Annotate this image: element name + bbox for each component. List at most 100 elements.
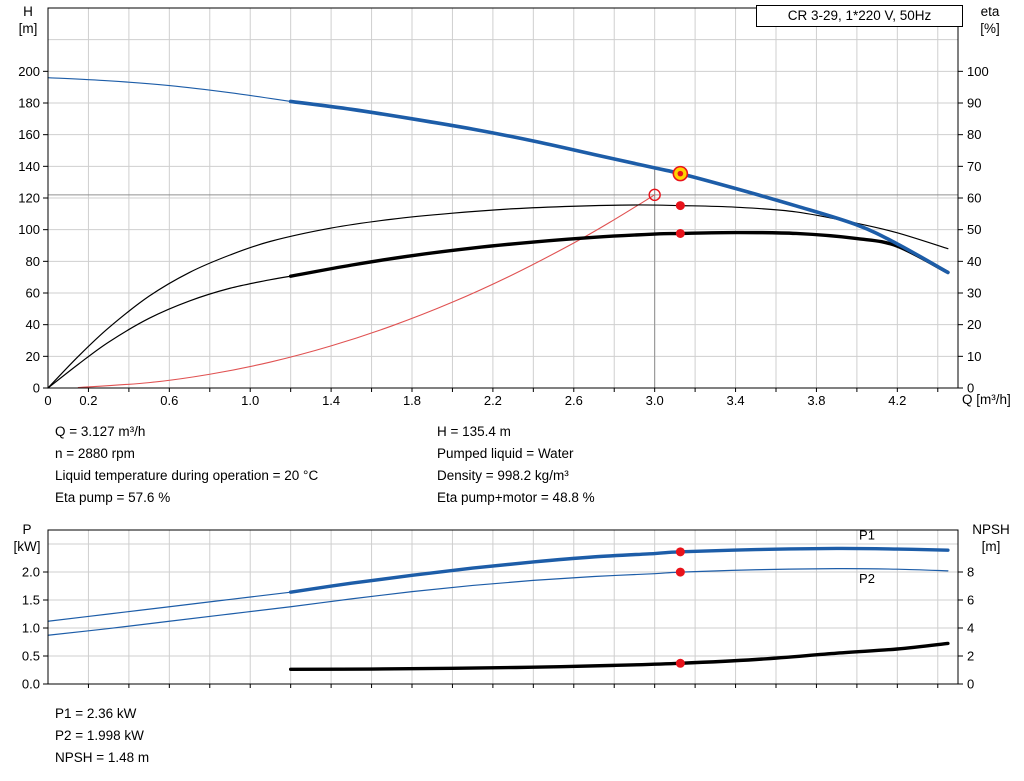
system-curve	[77, 194, 656, 389]
readout-eta-pump-motor: Eta pump+motor = 48.8 %	[437, 490, 595, 505]
curve-label-p1: P1	[859, 528, 875, 543]
x-tick-label: 0	[44, 393, 51, 408]
right-tick-label: 50	[967, 222, 981, 237]
p1-curve	[288, 546, 950, 594]
q-axis-title-text: Q [m³/h]	[962, 392, 1011, 407]
right-tick-label: 0	[967, 381, 974, 396]
right-tick-label: 6	[967, 593, 974, 608]
npsh-axis-title-unit: [m]	[981, 539, 1001, 554]
x-tick-label: 0.2	[79, 393, 97, 408]
readout-p2: P2 = 1.998 kW	[55, 728, 144, 743]
readout-density: Density = 998.2 kg/m³	[437, 468, 569, 483]
pump-title-box: CR 3-29, 1*220 V, 50Hz	[756, 5, 963, 27]
readout-flow: Q = 3.127 m³/h	[55, 424, 146, 439]
q-axis-title: Q [m³/h]	[962, 391, 1024, 408]
right-tick-label: 10	[967, 349, 981, 364]
p1-curve-min-flow	[47, 591, 292, 622]
x-tick-label: 3.0	[646, 393, 664, 408]
readout-speed: n = 2880 rpm	[55, 446, 135, 461]
left-tick-label: 20	[26, 349, 40, 364]
left-tick-label: 100	[18, 222, 40, 237]
left-tick-label: 0.5	[22, 649, 40, 664]
duty-readout-right: H = 135.4 m Pumped liquid = Water Densit…	[437, 421, 595, 509]
right-tick-label: 0	[967, 677, 974, 692]
x-tick-label: 4.2	[888, 393, 906, 408]
npsh-axis-title: NPSH [m]	[960, 521, 1022, 555]
right-tick-label: 90	[967, 96, 981, 111]
right-tick-label: 60	[967, 191, 981, 206]
npsh-curve	[288, 641, 950, 671]
axis-ticks	[43, 571, 963, 688]
power-readout: P1 = 2.36 kW P2 = 1.998 kW NPSH = 1.48 m	[55, 703, 149, 769]
eta-axis-title-symbol: eta	[980, 4, 1000, 19]
readout-npsh: NPSH = 1.48 m	[55, 750, 150, 765]
left-tick-label: 0	[33, 381, 40, 396]
x-tick-label: 1.4	[322, 393, 340, 408]
axis-ticks	[43, 70, 963, 392]
h-axis-title-unit: [m]	[18, 21, 38, 36]
h-axis-title-symbol: H	[23, 4, 33, 19]
npsh-point	[675, 658, 685, 668]
eta-pump-motor-curve-min-flow	[47, 275, 292, 389]
right-tick-label: 30	[967, 286, 981, 301]
right-tick-label: 80	[967, 127, 981, 142]
left-tick-label: 1.0	[22, 621, 40, 636]
p2-point	[675, 567, 685, 577]
left-tick-label: 180	[18, 96, 40, 111]
grid-lines	[48, 530, 958, 684]
right-tick-label: 4	[967, 621, 974, 636]
eta-axis-title-unit: [%]	[980, 21, 1000, 36]
right-tick-label: 8	[967, 565, 974, 580]
left-tick-label: 120	[18, 191, 40, 206]
readout-head: H = 135.4 m	[437, 424, 511, 439]
plot-frame	[47, 529, 959, 685]
operating-point-center	[677, 170, 684, 177]
eta-pump-point	[675, 201, 685, 211]
eta-pump-motor-point	[675, 228, 685, 238]
left-tick-label: 80	[26, 254, 40, 269]
right-tick-label: 70	[967, 159, 981, 174]
readout-eta-pump: Eta pump = 57.6 %	[55, 490, 171, 505]
x-tick-label: 3.4	[727, 393, 745, 408]
eta-pump-curve	[47, 204, 949, 389]
readout-pumped-liquid: Pumped liquid = Water	[437, 446, 574, 461]
left-tick-label: 0.0	[22, 677, 40, 692]
p-axis-title: P [kW]	[4, 521, 50, 555]
right-tick-label: 40	[967, 254, 981, 269]
grid-lines	[48, 8, 958, 388]
x-tick-label: 1.8	[403, 393, 421, 408]
curve-label-p2: P2	[859, 571, 875, 586]
eta-axis-title: eta [%]	[966, 3, 1014, 37]
npsh-axis-title-symbol: NPSH	[972, 522, 1010, 537]
x-tick-label: 2.2	[484, 393, 502, 408]
left-tick-label: 60	[26, 286, 40, 301]
right-tick-label: 2	[967, 649, 974, 664]
qh-curve-min-flow	[47, 77, 292, 103]
x-tick-label: 3.8	[807, 393, 825, 408]
duty-readout-left: Q = 3.127 m³/h n = 2880 rpm Liquid tempe…	[55, 421, 318, 509]
left-tick-label: 1.5	[22, 593, 40, 608]
p1-point	[675, 547, 685, 557]
p2-curve	[47, 568, 949, 636]
qh-chart[interactable]: 0 20 40 60 80 100 120 140 160 180 200 0 10 20 30 40 50 60…	[0, 0, 1024, 412]
right-tick-label: 20	[967, 317, 981, 332]
p-axis-title-symbol: P	[22, 522, 32, 537]
x-tick-label: 1.0	[241, 393, 259, 408]
requested-duty-point	[648, 188, 661, 202]
qh-curve	[288, 99, 950, 275]
readout-p1: P1 = 2.36 kW	[55, 706, 137, 721]
left-tick-label: 160	[18, 127, 40, 142]
readout-liquid-temperature: Liquid temperature during operation = 20…	[55, 468, 319, 483]
x-tick-label: 2.6	[565, 393, 583, 408]
power-npsh-chart[interactable]: 0.0 0.5 1.0 1.5 2.0 0 2 4 6 8 P1 P2	[0, 518, 1024, 708]
left-tick-label: 200	[18, 64, 40, 79]
p-axis-title-unit: [kW]	[13, 539, 41, 554]
left-tick-label: 140	[18, 159, 40, 174]
eta-pump-motor-curve	[288, 230, 950, 278]
h-axis-title: H [m]	[8, 3, 48, 37]
left-tick-label: 2.0	[22, 565, 40, 580]
left-tick-label: 40	[26, 317, 40, 332]
right-tick-label: 100	[967, 64, 989, 79]
x-tick-label: 0.6	[160, 393, 178, 408]
